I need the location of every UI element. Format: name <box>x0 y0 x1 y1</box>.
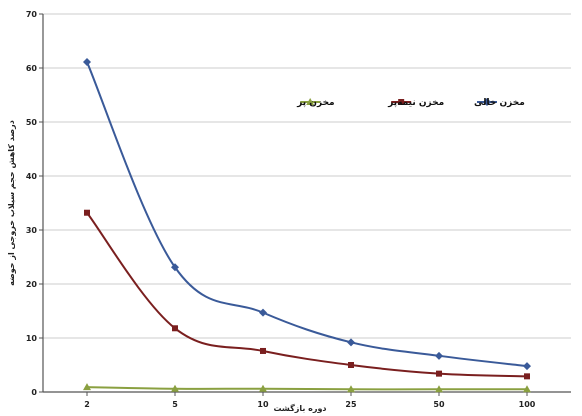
y-tick-label: 0 <box>31 388 37 397</box>
legend-item: مخزن نیمه‌پر <box>387 98 444 108</box>
y-tick-label: 70 <box>26 10 38 19</box>
legend-label: مخزن پر <box>296 98 334 108</box>
axes <box>42 14 571 393</box>
data-point <box>523 362 531 371</box>
data-point <box>172 325 178 332</box>
y-tick-label: 10 <box>26 334 38 343</box>
data-point <box>436 370 442 377</box>
legend-label: مخزن نیمه‌پر <box>387 98 444 108</box>
data-point <box>83 383 91 391</box>
x-tick-label: 5 <box>172 400 178 409</box>
y-axis-title: درصد کاهش حجم سیلاب خروجی از حوضه <box>7 120 17 286</box>
legend-swatch-marker <box>398 99 405 105</box>
data-point <box>83 58 91 67</box>
series-3 <box>83 383 531 393</box>
x-tick-label: 25 <box>345 400 357 409</box>
legend-item: مخزن خالی <box>474 98 525 108</box>
data-point <box>347 385 355 393</box>
legend-label: مخزن خالی <box>474 98 525 108</box>
data-point <box>435 385 443 393</box>
x-tick-label: 50 <box>433 400 445 409</box>
y-tick-label: 20 <box>26 280 38 289</box>
legend-swatch-marker <box>483 98 491 106</box>
data-point <box>260 347 266 354</box>
series-line <box>86 386 527 391</box>
data-point <box>171 384 179 392</box>
data-point <box>348 362 354 368</box>
x-axis-title: دوره بازگشت <box>273 403 326 413</box>
y-tick-label: 50 <box>26 118 38 127</box>
y-tick-label: 30 <box>26 226 38 235</box>
series-1 <box>83 58 531 371</box>
series-2 <box>84 209 530 380</box>
series-group <box>83 58 531 393</box>
series-line <box>86 212 528 378</box>
data-point <box>524 373 530 380</box>
y-tick-label: 60 <box>26 64 38 73</box>
x-tick-labels: 2 5 10 25 50 100 <box>84 400 536 409</box>
legend: مخزن خالی مخزن نیمه‌پر مخزن پر <box>296 98 525 108</box>
y-tick-label: 40 <box>26 172 38 181</box>
data-point <box>84 209 90 216</box>
data-point <box>259 384 267 392</box>
data-point <box>347 338 355 347</box>
data-point <box>171 263 179 272</box>
data-point <box>259 308 267 317</box>
legend-item: مخزن پر <box>296 98 335 108</box>
data-point <box>435 351 443 360</box>
y-tick-labels: 0 10 20 30 40 50 60 70 <box>26 10 38 397</box>
x-tick-label: 2 <box>84 400 90 409</box>
x-tick-label: 100 <box>519 400 536 409</box>
legend-swatch-marker <box>306 98 315 105</box>
grid-lines <box>39 13 571 396</box>
data-point <box>523 385 531 393</box>
x-tick-label: 10 <box>257 400 269 409</box>
